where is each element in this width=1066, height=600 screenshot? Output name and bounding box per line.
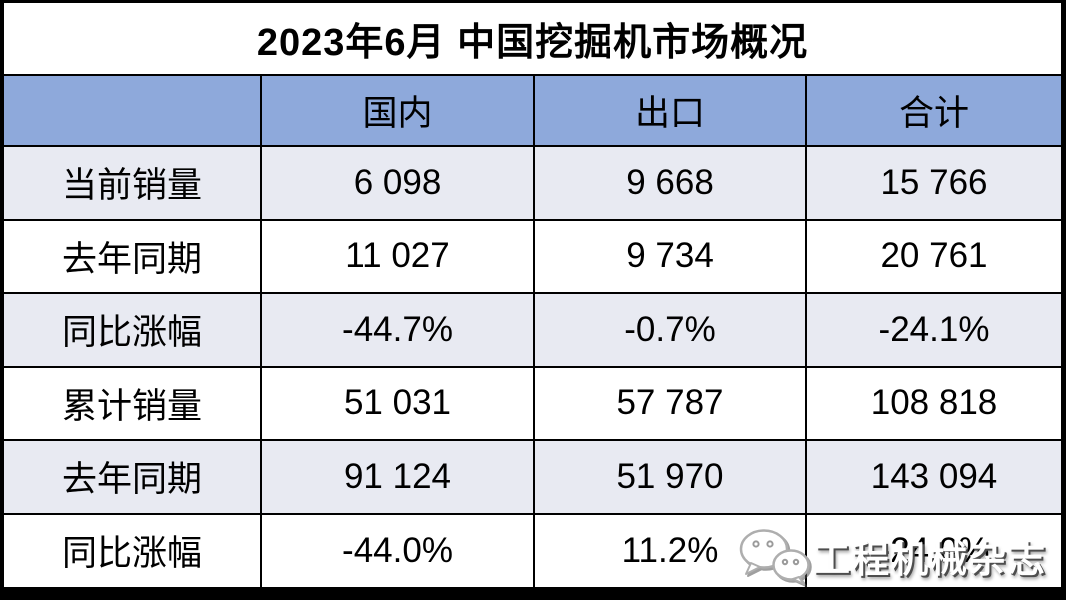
cell-value: 108 818 <box>805 365 1061 441</box>
cell-value: -24.0% <box>805 512 1061 587</box>
cell-value: 6 098 <box>260 145 535 221</box>
cell-value: -44.7% <box>260 292 535 368</box>
cell-value: 143 094 <box>805 439 1061 515</box>
row-label: 去年同期 <box>4 439 262 515</box>
table-row-last-year-cumulative: 去年同期 91 124 51 970 143 094 <box>4 439 1061 515</box>
cell-value: -24.1% <box>805 292 1061 368</box>
cell-value: 9 734 <box>533 218 807 294</box>
table-row-yoy-change: 同比涨幅 -44.7% -0.7% -24.1% <box>4 292 1061 368</box>
column-header-domestic: 国内 <box>260 75 535 147</box>
row-label: 当前销量 <box>4 145 262 221</box>
table-title: 2023年6月 中国挖掘机市场概况 <box>4 3 1061 76</box>
cell-value: 15 766 <box>805 145 1061 221</box>
table-row-cumulative-sales: 累计销量 51 031 57 787 108 818 <box>4 365 1061 441</box>
cell-value: -44.0% <box>260 512 535 587</box>
cell-value: 57 787 <box>533 365 807 441</box>
cell-value: 9 668 <box>533 145 807 221</box>
cell-value: 91 124 <box>260 439 535 515</box>
column-header-export: 出口 <box>533 75 807 147</box>
row-label: 累计销量 <box>4 365 262 441</box>
table-row-last-year-same-period: 去年同期 11 027 9 734 20 761 <box>4 218 1061 294</box>
cell-value: 51 970 <box>533 439 807 515</box>
row-label: 同比涨幅 <box>4 292 262 368</box>
table-row-cumulative-yoy-change: 同比涨幅 -44.0% 11.2% -24.0% <box>4 512 1061 587</box>
table-header-row: 国内 出口 合计 <box>4 75 1061 147</box>
cell-value: -0.7% <box>533 292 807 368</box>
cell-value: 11.2% <box>533 512 807 587</box>
cell-value: 11 027 <box>260 218 535 294</box>
row-label: 同比涨幅 <box>4 512 262 587</box>
column-header-total: 合计 <box>805 75 1061 147</box>
table-row-current-sales: 当前销量 6 098 9 668 15 766 <box>4 145 1061 221</box>
column-header-blank <box>4 75 262 147</box>
row-label: 去年同期 <box>4 218 262 294</box>
cell-value: 51 031 <box>260 365 535 441</box>
cell-value: 20 761 <box>805 218 1061 294</box>
market-data-table: 国内 出口 合计 当前销量 6 098 9 668 15 766 去年同期 11… <box>4 75 1061 587</box>
